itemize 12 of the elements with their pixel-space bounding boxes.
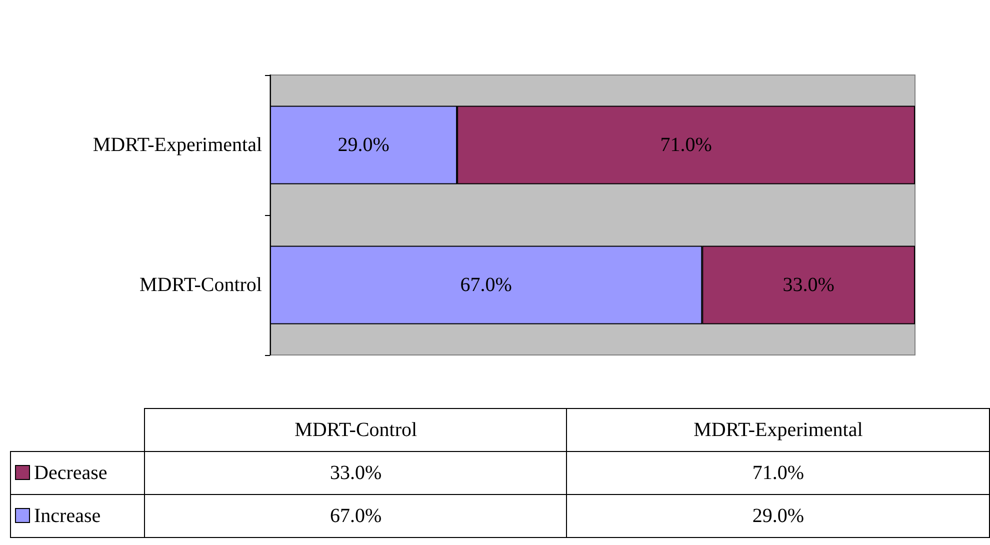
text: 67.0% <box>330 504 382 526</box>
data-label: 67.0% <box>460 274 512 296</box>
text: 71.0% <box>752 462 804 484</box>
data-label: 71.0% <box>660 134 712 156</box>
category-label: MDRT-Control <box>294 418 418 440</box>
legend-label: Decrease <box>10 452 145 494</box>
text: 33.0% <box>330 462 382 484</box>
legend-label: Increase <box>10 494 145 538</box>
category-label: MDRT-Experimental <box>694 418 863 440</box>
data-label: 33.0% <box>782 274 834 296</box>
text: 29.0% <box>752 504 804 526</box>
data-label: 29.0% <box>338 134 390 156</box>
